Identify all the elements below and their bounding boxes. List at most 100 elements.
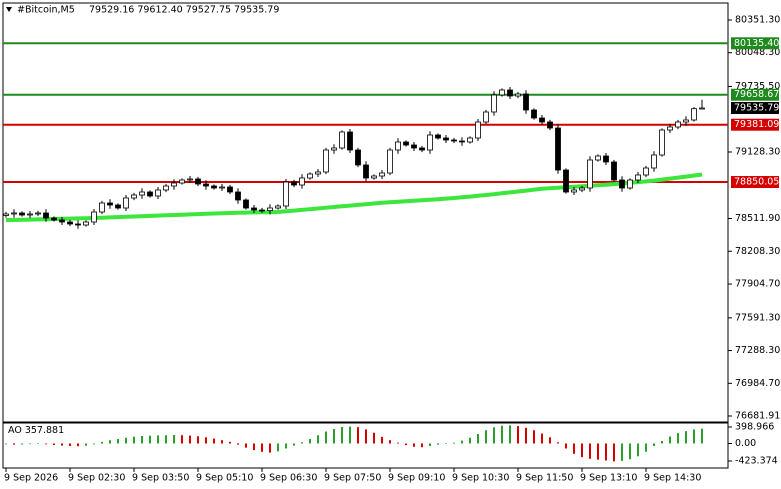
ao-y-tick-label: 398.966 — [735, 421, 774, 432]
ao-bar — [189, 435, 191, 444]
ao-bar — [453, 442, 455, 444]
level-label-box — [731, 176, 779, 189]
ao-bar — [573, 443, 575, 454]
candle-body — [331, 147, 337, 151]
candle-body — [227, 186, 233, 193]
ao-bar — [269, 443, 271, 453]
ao-bar — [197, 436, 199, 444]
candle-body — [147, 191, 153, 197]
main-frame — [2, 2, 729, 423]
candle-body — [363, 164, 369, 179]
ao-bar — [213, 438, 215, 444]
ao-bar — [541, 433, 543, 444]
ao-bar — [421, 443, 423, 448]
ao-bar — [149, 435, 151, 444]
ao-bar — [45, 443, 47, 445]
ao-bar — [157, 435, 159, 444]
y-tick-label: 80048.30 — [735, 47, 780, 58]
quote: 79529.16 79612.40 79527.75 79535.79 — [89, 5, 279, 16]
candle-body — [443, 137, 449, 141]
ao-bar — [533, 430, 535, 444]
ao-bar — [581, 443, 583, 458]
ao-bar — [309, 438, 311, 444]
ao-bar — [389, 440, 391, 444]
y-tick-label: 79128.30 — [735, 146, 780, 157]
ao-bar — [293, 443, 295, 446]
ao-bar — [461, 440, 463, 444]
ao-bar — [525, 427, 527, 444]
candle-body — [251, 207, 257, 211]
candle-body — [515, 93, 521, 97]
y-tick-label: 77904.70 — [735, 279, 780, 290]
candle-body — [699, 107, 705, 110]
candle-body — [523, 93, 529, 111]
ao-last-value: 357.881 — [25, 425, 64, 436]
level-label: 79381.09 — [734, 119, 779, 130]
candle-body — [155, 189, 161, 197]
ao-bar — [685, 431, 687, 444]
candle-body — [243, 199, 249, 209]
ao-bar — [677, 433, 679, 444]
ao-bar — [653, 443, 655, 446]
candle-body — [475, 121, 481, 139]
candle-body — [67, 221, 73, 225]
candle-body — [371, 175, 377, 179]
candle-body — [483, 111, 489, 123]
ao-bar — [317, 435, 319, 444]
x-tick-label: 9 Sep 11:50 — [516, 473, 573, 484]
ao-bar — [37, 443, 39, 444]
level-label-box — [731, 37, 779, 50]
ao-bar — [5, 443, 7, 445]
x-tick-label: 9 Sep 02:30 — [68, 473, 125, 484]
candle-body — [627, 179, 633, 189]
level-label-box — [731, 118, 779, 131]
candle-body — [595, 155, 601, 161]
candle-body — [435, 134, 441, 139]
candle-body — [403, 141, 409, 146]
y-tick-label: 78208.30 — [735, 246, 780, 257]
ao-bar — [501, 425, 503, 444]
ao-bar — [341, 426, 343, 444]
candle-body — [139, 191, 145, 196]
ao-title: AO 357.881 — [8, 425, 64, 436]
ao-bar — [221, 440, 223, 444]
y-tick-label: 77288.30 — [735, 345, 780, 356]
ao-bar — [629, 443, 631, 460]
ao-bar — [477, 433, 479, 444]
ao-bar — [109, 440, 111, 444]
x-tick-label: 9 Sep 03:50 — [132, 473, 189, 484]
ao-bar — [469, 437, 471, 444]
candle-body — [659, 129, 665, 156]
ao-bar — [253, 443, 255, 451]
ao-bar — [597, 443, 599, 460]
candle-body — [275, 205, 281, 209]
candle-body — [179, 179, 185, 184]
x-tick-label: 9 Sep 09:10 — [388, 473, 445, 484]
ao-bar — [165, 435, 167, 444]
ao-bar — [645, 443, 647, 452]
candle-body — [115, 204, 121, 209]
ao-bar — [29, 443, 31, 445]
ao-bar — [141, 436, 143, 444]
ao-bar — [333, 429, 335, 444]
ao-bar — [181, 435, 183, 444]
ao-bar — [101, 441, 103, 444]
x-tick-label: 9 Sep 06:30 — [260, 473, 317, 484]
candle-body — [691, 108, 697, 121]
ao-bar — [485, 430, 487, 444]
candle-body — [395, 141, 401, 151]
level-label: 79658.67 — [734, 89, 779, 100]
candle-body — [427, 134, 433, 151]
ao-bar — [21, 443, 23, 445]
candle-body — [459, 140, 465, 143]
ao-bar — [325, 431, 327, 444]
candle-body — [131, 194, 137, 199]
y-tick-label: 77591.30 — [735, 312, 780, 323]
x-tick-label: 9 Sep 07:50 — [324, 473, 381, 484]
ao-bar — [373, 432, 375, 444]
ao-bar — [413, 443, 415, 447]
candle-body — [619, 179, 625, 189]
candle-body — [315, 171, 321, 175]
ao-bar — [173, 435, 175, 444]
